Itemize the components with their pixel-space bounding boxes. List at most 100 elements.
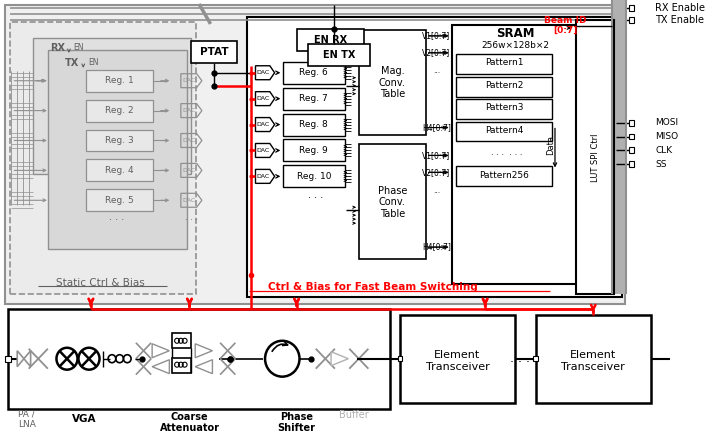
Bar <box>283 165 346 187</box>
Text: Data: Data <box>546 136 555 156</box>
Text: DAC: DAC <box>183 138 196 143</box>
Bar <box>5 5 625 304</box>
Text: RX Enable: RX Enable <box>655 3 706 13</box>
Text: ...: ... <box>433 186 440 195</box>
Text: Transceiver: Transceiver <box>562 362 625 371</box>
Bar <box>359 144 426 259</box>
Text: Reg. 6: Reg. 6 <box>300 68 328 77</box>
Bar <box>33 38 192 174</box>
Bar <box>283 140 346 161</box>
Text: EN RX: EN RX <box>314 35 346 45</box>
Text: DAC: DAC <box>183 198 196 203</box>
Text: Reg. 1: Reg. 1 <box>105 76 134 85</box>
Text: DAC: DAC <box>256 70 270 75</box>
Bar <box>628 5 635 11</box>
Text: Static Ctrl & Bias: Static Ctrl & Bias <box>56 278 145 288</box>
Bar <box>283 114 346 136</box>
Text: Reg. 5: Reg. 5 <box>105 196 134 205</box>
Polygon shape <box>331 352 349 366</box>
Text: 256w×128b×2: 256w×128b×2 <box>482 41 550 50</box>
Polygon shape <box>24 351 31 367</box>
Text: Element: Element <box>570 350 616 360</box>
Text: DAC: DAC <box>183 108 196 113</box>
Text: SRAM: SRAM <box>496 27 535 41</box>
Text: VGA: VGA <box>72 415 97 425</box>
Bar <box>452 25 581 284</box>
Bar <box>628 147 635 153</box>
Bar <box>457 99 552 119</box>
Bar <box>173 333 192 348</box>
Bar <box>86 70 153 92</box>
Bar <box>533 356 538 361</box>
Text: Reg. 7: Reg. 7 <box>300 94 328 103</box>
Bar <box>457 167 552 186</box>
Bar <box>86 100 153 122</box>
Bar <box>536 315 650 402</box>
Text: Ctrl & Bias for Fast Beam Switching: Ctrl & Bias for Fast Beam Switching <box>268 282 478 292</box>
Bar <box>400 315 515 402</box>
Bar <box>192 41 237 63</box>
Text: DAC: DAC <box>256 174 270 179</box>
Text: Transceiver: Transceiver <box>425 362 489 371</box>
Bar <box>628 119 635 126</box>
Bar <box>86 160 153 181</box>
Text: Buffer: Buffer <box>339 409 369 419</box>
Bar <box>9 22 196 294</box>
Text: Mag.
Conv.
Table: Mag. Conv. Table <box>379 66 405 99</box>
Bar <box>576 20 614 294</box>
Polygon shape <box>195 344 212 358</box>
Bar <box>8 309 390 409</box>
Text: DAC: DAC <box>256 122 270 127</box>
Text: . . .: . . . <box>510 352 530 365</box>
Text: . . .: . . . <box>308 190 323 200</box>
Text: EN TX: EN TX <box>322 50 355 60</box>
Text: . . .: . . . <box>185 213 198 222</box>
Text: CLK: CLK <box>655 146 672 155</box>
Text: SS: SS <box>655 160 667 169</box>
Bar <box>457 122 552 142</box>
Text: Reg. 9: Reg. 9 <box>300 146 328 155</box>
Text: V1[0:7]: V1[0:7] <box>422 31 450 41</box>
Polygon shape <box>152 344 170 358</box>
Text: PTAT: PTAT <box>200 47 229 57</box>
Text: H4[0:7]: H4[0:7] <box>422 242 451 252</box>
Text: V2[0:7]: V2[0:7] <box>422 48 450 57</box>
Text: EN: EN <box>89 58 99 67</box>
Text: H4[0:7]: H4[0:7] <box>422 123 451 132</box>
Bar <box>86 189 153 211</box>
Text: EN: EN <box>73 43 84 52</box>
Bar <box>613 0 626 294</box>
Text: Reg. 3: Reg. 3 <box>105 136 134 145</box>
Bar <box>628 17 635 23</box>
Bar <box>628 133 635 140</box>
Polygon shape <box>195 360 212 374</box>
Text: Phase
Shifter: Phase Shifter <box>278 412 316 433</box>
Text: Pattern3: Pattern3 <box>485 103 523 112</box>
Text: [0:7]: [0:7] <box>553 25 578 34</box>
Text: ...: ... <box>433 66 440 75</box>
Text: RX: RX <box>50 43 65 53</box>
Bar <box>283 88 346 109</box>
Text: Beam ID: Beam ID <box>545 17 586 25</box>
Bar <box>247 17 622 297</box>
Text: Pattern256: Pattern256 <box>479 171 529 180</box>
Text: V1[0:7]: V1[0:7] <box>422 151 450 160</box>
Polygon shape <box>17 351 24 367</box>
Text: DAC: DAC <box>256 148 270 153</box>
Bar <box>457 77 552 97</box>
Bar <box>398 356 403 361</box>
Text: Pattern1: Pattern1 <box>485 58 523 67</box>
Polygon shape <box>152 360 170 374</box>
Bar <box>457 54 552 74</box>
Text: TX: TX <box>65 58 79 68</box>
Bar <box>48 50 187 249</box>
Text: Coarse
Attenuator: Coarse Attenuator <box>160 412 219 433</box>
Text: Reg. 2: Reg. 2 <box>105 106 134 115</box>
Text: DAC: DAC <box>256 96 270 101</box>
Text: Reg. 10: Reg. 10 <box>297 172 331 181</box>
Bar <box>283 62 346 84</box>
Text: Pattern2: Pattern2 <box>485 81 523 90</box>
Text: DAC: DAC <box>183 78 196 83</box>
Bar <box>297 29 364 51</box>
Text: Phase
Conv.
Table: Phase Conv. Table <box>378 186 407 219</box>
